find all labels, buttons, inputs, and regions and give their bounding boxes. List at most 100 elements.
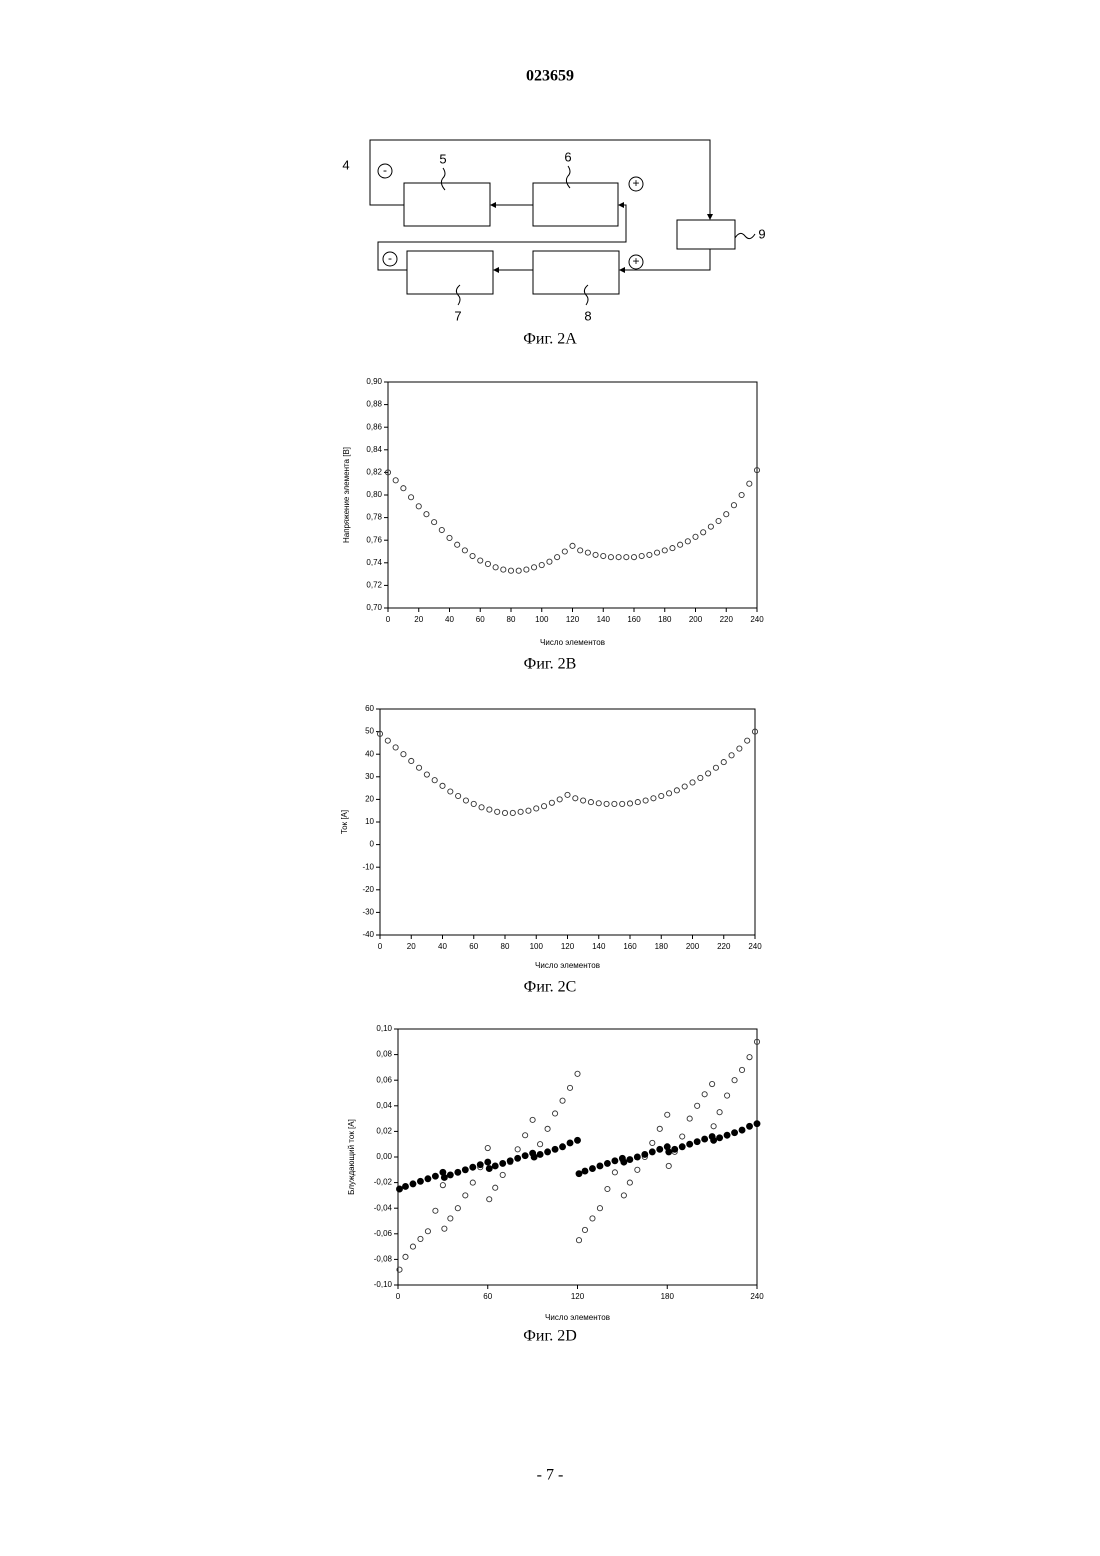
x-tick-label: 60 [476,615,485,624]
data-point [560,1098,565,1103]
x-tick-label: 200 [689,615,703,624]
data-point [573,796,578,801]
data-point [651,796,656,801]
data-point [627,1180,632,1185]
y-tick-label: -10 [362,862,374,871]
y-tick-label: 60 [365,704,374,713]
y-tick-label: 0,02 [376,1127,392,1136]
data-point [486,1166,492,1172]
data-point [635,800,640,805]
label: 4 [342,157,349,172]
data-point [724,1093,729,1098]
data-point [702,1136,708,1142]
leader [566,166,570,188]
data-point [462,548,467,553]
data-point [695,1103,700,1108]
data-point [463,1193,468,1198]
x-tick-label: 0 [386,615,391,624]
data-point [694,1139,700,1145]
x-tick-label: 80 [501,942,510,951]
data-point [687,1141,693,1147]
x-tick-label: 180 [658,615,672,624]
data-point [522,1153,528,1159]
data-point [487,1197,492,1202]
block [533,183,618,226]
data-point [649,1149,655,1155]
data-point [679,1144,685,1150]
x-tick-label: 180 [655,942,669,951]
data-point [585,550,590,555]
data-point [596,801,601,806]
data-point [643,798,648,803]
y-tick-label: 20 [365,795,374,804]
data-point [418,1236,423,1241]
data-point [501,567,506,572]
data-point [620,801,625,806]
x-tick-label: 240 [748,942,762,951]
label: 7 [454,308,461,323]
data-point [745,738,750,743]
data-point [698,775,703,780]
data-point [432,1173,438,1179]
x-tick-label: 180 [661,1292,675,1301]
data-point [739,492,744,497]
x-tick-label: 20 [407,942,416,951]
data-point [570,543,575,548]
data-point [531,1154,537,1160]
data-point [597,1206,602,1211]
data-point [593,552,598,557]
data-point [589,1166,595,1172]
y-tick-label: -0,04 [374,1203,393,1212]
y-tick-label: 0,78 [366,513,382,522]
data-point [401,752,406,757]
data-point [716,518,721,523]
y-axis-label: Напряжение элемента [В] [342,447,351,543]
data-point [666,1163,671,1168]
block [407,251,493,294]
block [404,183,490,226]
x-axis-label: Число элементов [535,961,600,970]
block-diagram: - + - + 4 5 6 7 8 9 Фиг. 2A [342,140,765,348]
x-tick-label: 40 [445,615,454,624]
data-point [510,810,515,815]
data-point [747,1123,753,1129]
data-point [575,1071,580,1076]
data-point [425,1229,430,1234]
data-point [493,565,498,570]
data-point [576,1171,582,1177]
data-point [717,1110,722,1115]
data-point [672,1146,678,1152]
y-tick-label: 0,72 [366,581,382,590]
x-tick-label: 200 [686,942,700,951]
data-point [425,1176,431,1182]
data-point [634,1154,640,1160]
data-point [581,798,586,803]
data-point [439,527,444,532]
plot-frame [388,382,757,608]
data-point [545,1126,550,1131]
x-tick-label: 60 [483,1292,492,1301]
y-tick-label: 40 [365,749,374,758]
data-point [597,1163,603,1169]
data-point [515,1155,521,1161]
data-point [639,553,644,558]
caption: Фиг. 2C [524,979,577,996]
data-point [502,810,507,815]
data-point [402,1183,408,1189]
leader [441,168,445,190]
data-point [424,512,429,517]
document-number: 023659 [526,68,574,85]
data-point [747,1055,752,1060]
y-tick-label: 30 [365,772,374,781]
y-tick-label: -0,02 [374,1178,393,1187]
data-point [731,503,736,508]
data-point [416,504,421,509]
data-point [409,758,414,763]
data-point [650,1140,655,1145]
data-point [432,778,437,783]
data-point [657,1126,662,1131]
x-tick-label: 120 [571,1292,585,1301]
data-point [654,550,659,555]
y-tick-label: -0,06 [374,1229,393,1238]
data-point [732,1078,737,1083]
